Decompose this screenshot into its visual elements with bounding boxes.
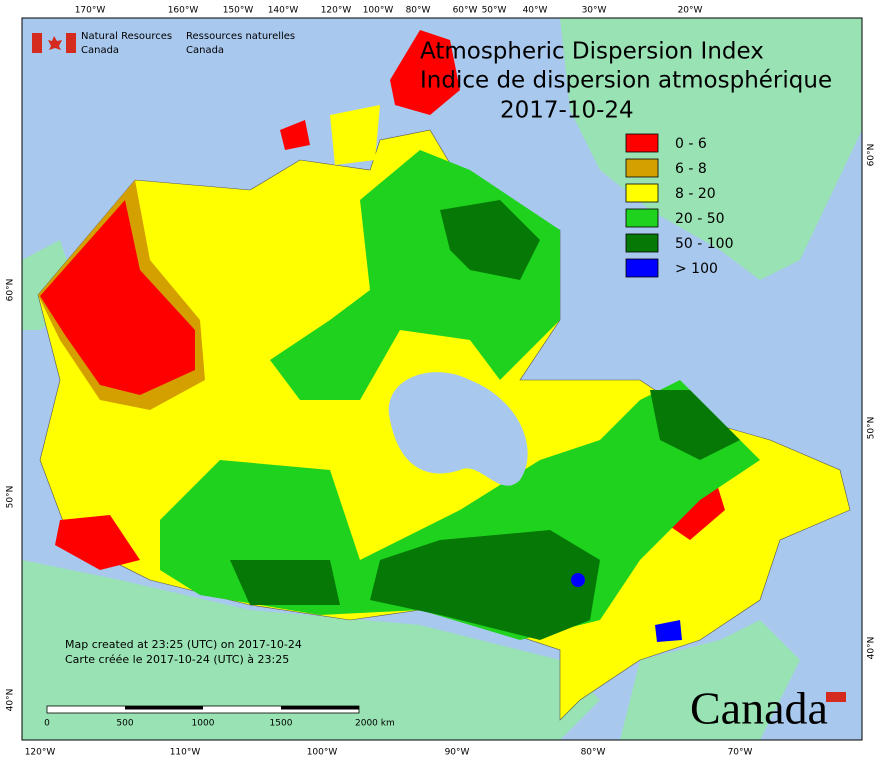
maple-leaf [48, 36, 62, 50]
wordmark-flag [826, 692, 846, 702]
note: Map created at 23:25 (UTC) on 2017-10-24 [65, 638, 302, 651]
title: Atmospheric Dispersion Index [420, 39, 764, 65]
graticule-label: 30°W [582, 6, 607, 16]
graticule-label: 120°W [25, 748, 56, 758]
header-text: Canada [186, 45, 224, 56]
scale-bar-label: 2000 km [355, 719, 395, 729]
graticule-label: 100°W [307, 748, 338, 758]
graticule-label: 160°W [168, 6, 199, 16]
legend-label: 6 - 8 [675, 161, 707, 177]
graticule-label: 50°N [6, 486, 16, 509]
greenland [560, 18, 862, 280]
united-states-east [620, 620, 800, 740]
island [280, 120, 310, 150]
legend-swatch [625, 233, 659, 253]
dark-green-zone [650, 390, 740, 460]
wordmark-text: Canada [690, 683, 828, 734]
graticule-label: 60°W [453, 6, 478, 16]
scale-bar-label: 1000 [192, 719, 215, 729]
dark-green-zone [370, 530, 600, 640]
wordmark: Canada [690, 683, 846, 734]
flag-bar [66, 33, 76, 53]
blue-zone [571, 573, 585, 587]
legend-label: 20 - 50 [675, 211, 725, 227]
legend-label: > 100 [675, 261, 718, 277]
scale-bar-segment [125, 706, 203, 710]
graticule-label: 50°N [867, 417, 877, 440]
graticule-label: 20°W [678, 6, 703, 16]
header-text: Ressources naturelles [186, 31, 295, 42]
graticule-label: 80°W [581, 748, 606, 758]
scale-bar-segment [281, 706, 359, 710]
graticule-label: 90°W [445, 748, 470, 758]
dark-green-zone [230, 560, 340, 605]
ellesmere [390, 30, 460, 115]
legend-swatch [625, 133, 659, 153]
legend-label: 0 - 6 [675, 136, 707, 152]
header-text: Canada [81, 45, 119, 56]
header-text: Natural Resources [81, 31, 172, 42]
graticule-label: 40°N [6, 689, 16, 712]
scale-bar-label: 500 [116, 719, 133, 729]
date: 2017-10-24 [500, 98, 634, 124]
graticule-label: 80°W [406, 6, 431, 16]
graticule-label: 150°W [223, 6, 254, 16]
dark-green-zone [440, 200, 540, 280]
graticule-label: 140°W [268, 6, 299, 16]
note: Carte créée le 2017-10-24 (UTC) à 23:25 [65, 653, 289, 666]
graticule-label: 100°W [363, 6, 394, 16]
red-zone [55, 515, 140, 570]
graticule-label: 120°W [321, 6, 352, 16]
red-zone [40, 200, 195, 395]
legend-swatch [625, 183, 659, 203]
title: Indice de dispersion atmosphérique [420, 68, 832, 94]
legend-label: 50 - 100 [675, 236, 734, 252]
scale-bar-label: 0 [44, 719, 50, 729]
legend-label: 8 - 20 [675, 186, 716, 202]
graticule-label: 40°W [523, 6, 548, 16]
map-frame [21, 17, 863, 741]
graticule-label: 50°W [482, 6, 507, 16]
graticule-label: 110°W [170, 748, 201, 758]
graticule-label: 60°N [6, 279, 16, 302]
blue-zone [655, 620, 682, 642]
legend-swatch [625, 158, 659, 178]
graticule-label: 40°N [867, 637, 877, 660]
island [330, 105, 380, 165]
legend-swatch [625, 258, 659, 278]
united-states [22, 560, 600, 740]
scale-bar [46, 705, 360, 714]
graticule-label: 70°W [728, 748, 753, 758]
red-zone [668, 478, 725, 540]
scale-bar-label: 1500 [270, 719, 293, 729]
hudson-bay [388, 372, 528, 486]
graticule-label: 170°W [75, 6, 106, 16]
graticule-label: 60°N [867, 144, 877, 167]
flag-bar [32, 33, 42, 53]
legend-swatch [625, 208, 659, 228]
